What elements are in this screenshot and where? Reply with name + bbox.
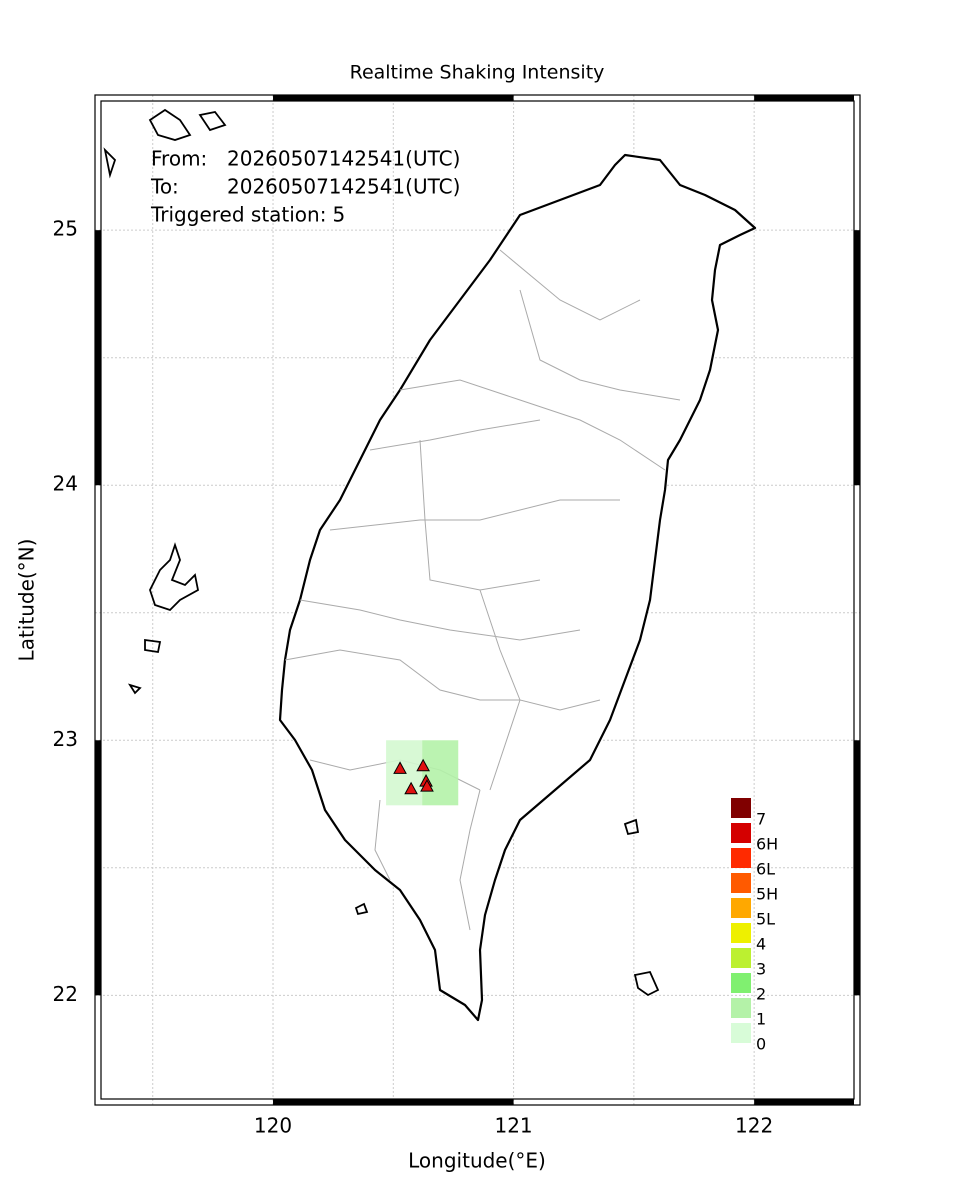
info-label: Triggered station: [150, 203, 326, 227]
map-title: Realtime Shaking Intensity [350, 62, 605, 84]
x-axis-label: Longitude(°E) [408, 1149, 546, 1173]
x-tick-label: 121 [494, 1114, 532, 1138]
legend-swatch [731, 823, 751, 843]
penghu-islands [127, 542, 200, 695]
legend-swatch [731, 873, 751, 893]
legend-swatch [731, 998, 751, 1018]
station-marker [393, 761, 407, 774]
info-label: To: [150, 175, 179, 199]
y-tick-label: 23 [53, 727, 78, 751]
legend-label: 7 [756, 810, 766, 829]
legend-label: 0 [756, 1035, 766, 1054]
stations [393, 758, 434, 795]
legend-swatch [731, 973, 751, 993]
legend-swatch [731, 848, 751, 868]
y-tick-label: 25 [53, 217, 78, 241]
legend-label: 1 [756, 1010, 766, 1029]
kinmen-matsu-islands [103, 108, 227, 179]
legend-swatch [731, 948, 751, 968]
legend-swatch [731, 798, 751, 818]
frame-bar [754, 1099, 854, 1105]
legend: 7 6H 6L 5H 5L 4 3 2 1 0 [731, 798, 778, 1054]
liuqiu-island [354, 902, 369, 916]
frame-bar [854, 740, 860, 996]
legend-label: 6H [756, 835, 778, 854]
station-marker [416, 758, 430, 772]
info-value: 5 [332, 203, 345, 227]
x-tick-label: 120 [254, 1114, 292, 1138]
orchid-island [633, 970, 660, 997]
info-block: From: 20260507142541(UTC) To: 2026050714254… [150, 147, 460, 227]
taiwan-coastline [278, 153, 757, 1022]
legend-label: 5H [756, 885, 778, 904]
green-island [623, 818, 640, 836]
info-value: 20260507142541(UTC) [227, 147, 460, 171]
legend-label: 5L [756, 910, 775, 929]
info-label: From: [151, 147, 207, 171]
legend-swatch [731, 923, 751, 943]
frame-bar [754, 95, 854, 101]
legend-label: 3 [756, 960, 766, 979]
intensity-cell [422, 740, 459, 806]
legend-label: 2 [756, 985, 766, 1004]
county-borders [284, 249, 681, 931]
intensity-cells [386, 740, 459, 806]
legend-label: 6L [756, 860, 775, 879]
frame-bar [95, 740, 101, 996]
frame-bar [273, 1099, 514, 1105]
frame-bar [95, 230, 101, 486]
land [103, 108, 757, 1022]
frame-bar [273, 95, 514, 101]
y-tick-label: 22 [53, 982, 78, 1006]
station-marker [404, 781, 418, 795]
station-marker [420, 779, 434, 792]
x-tick-label: 122 [735, 1114, 773, 1138]
y-axis-label: Latitude(°N) [15, 539, 39, 662]
legend-label: 4 [756, 935, 766, 954]
y-tick-label: 24 [53, 472, 78, 496]
info-value: 20260507142541(UTC) [227, 175, 460, 199]
legend-swatch [731, 1023, 751, 1043]
frame [94, 94, 861, 1106]
frame-bar [854, 230, 860, 486]
legend-swatch [731, 898, 751, 918]
